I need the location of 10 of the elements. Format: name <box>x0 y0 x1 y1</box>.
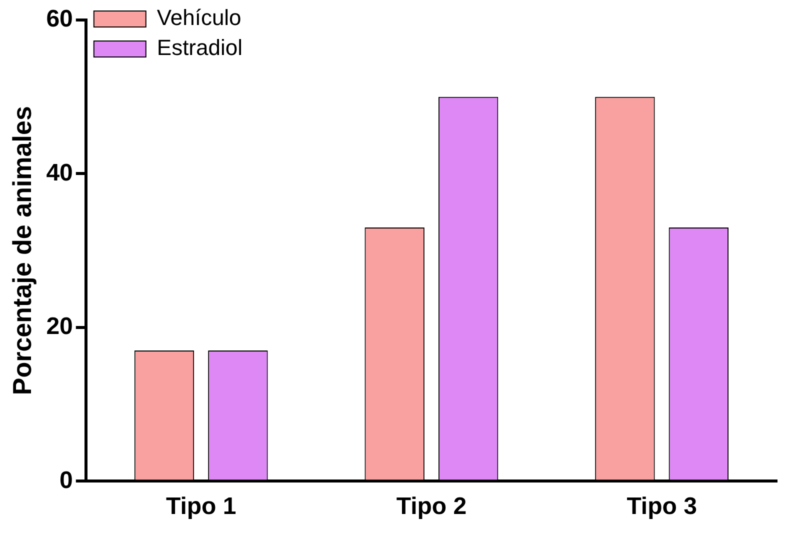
x-tick-label: Tipo 3 <box>626 493 697 520</box>
y-tick-label: 20 <box>46 313 73 340</box>
x-tick-label: Tipo 2 <box>396 493 467 520</box>
legend-label: Vehículo <box>156 5 242 30</box>
y-tick-label: 0 <box>60 466 73 494</box>
y-tick-label: 60 <box>46 6 73 33</box>
x-tick-label: Tipo 1 <box>166 493 236 520</box>
y-tick-label: 40 <box>46 159 73 186</box>
y-axis-title: Porcentaje de animales <box>6 106 37 396</box>
legend-label: Estradiol <box>156 35 242 60</box>
